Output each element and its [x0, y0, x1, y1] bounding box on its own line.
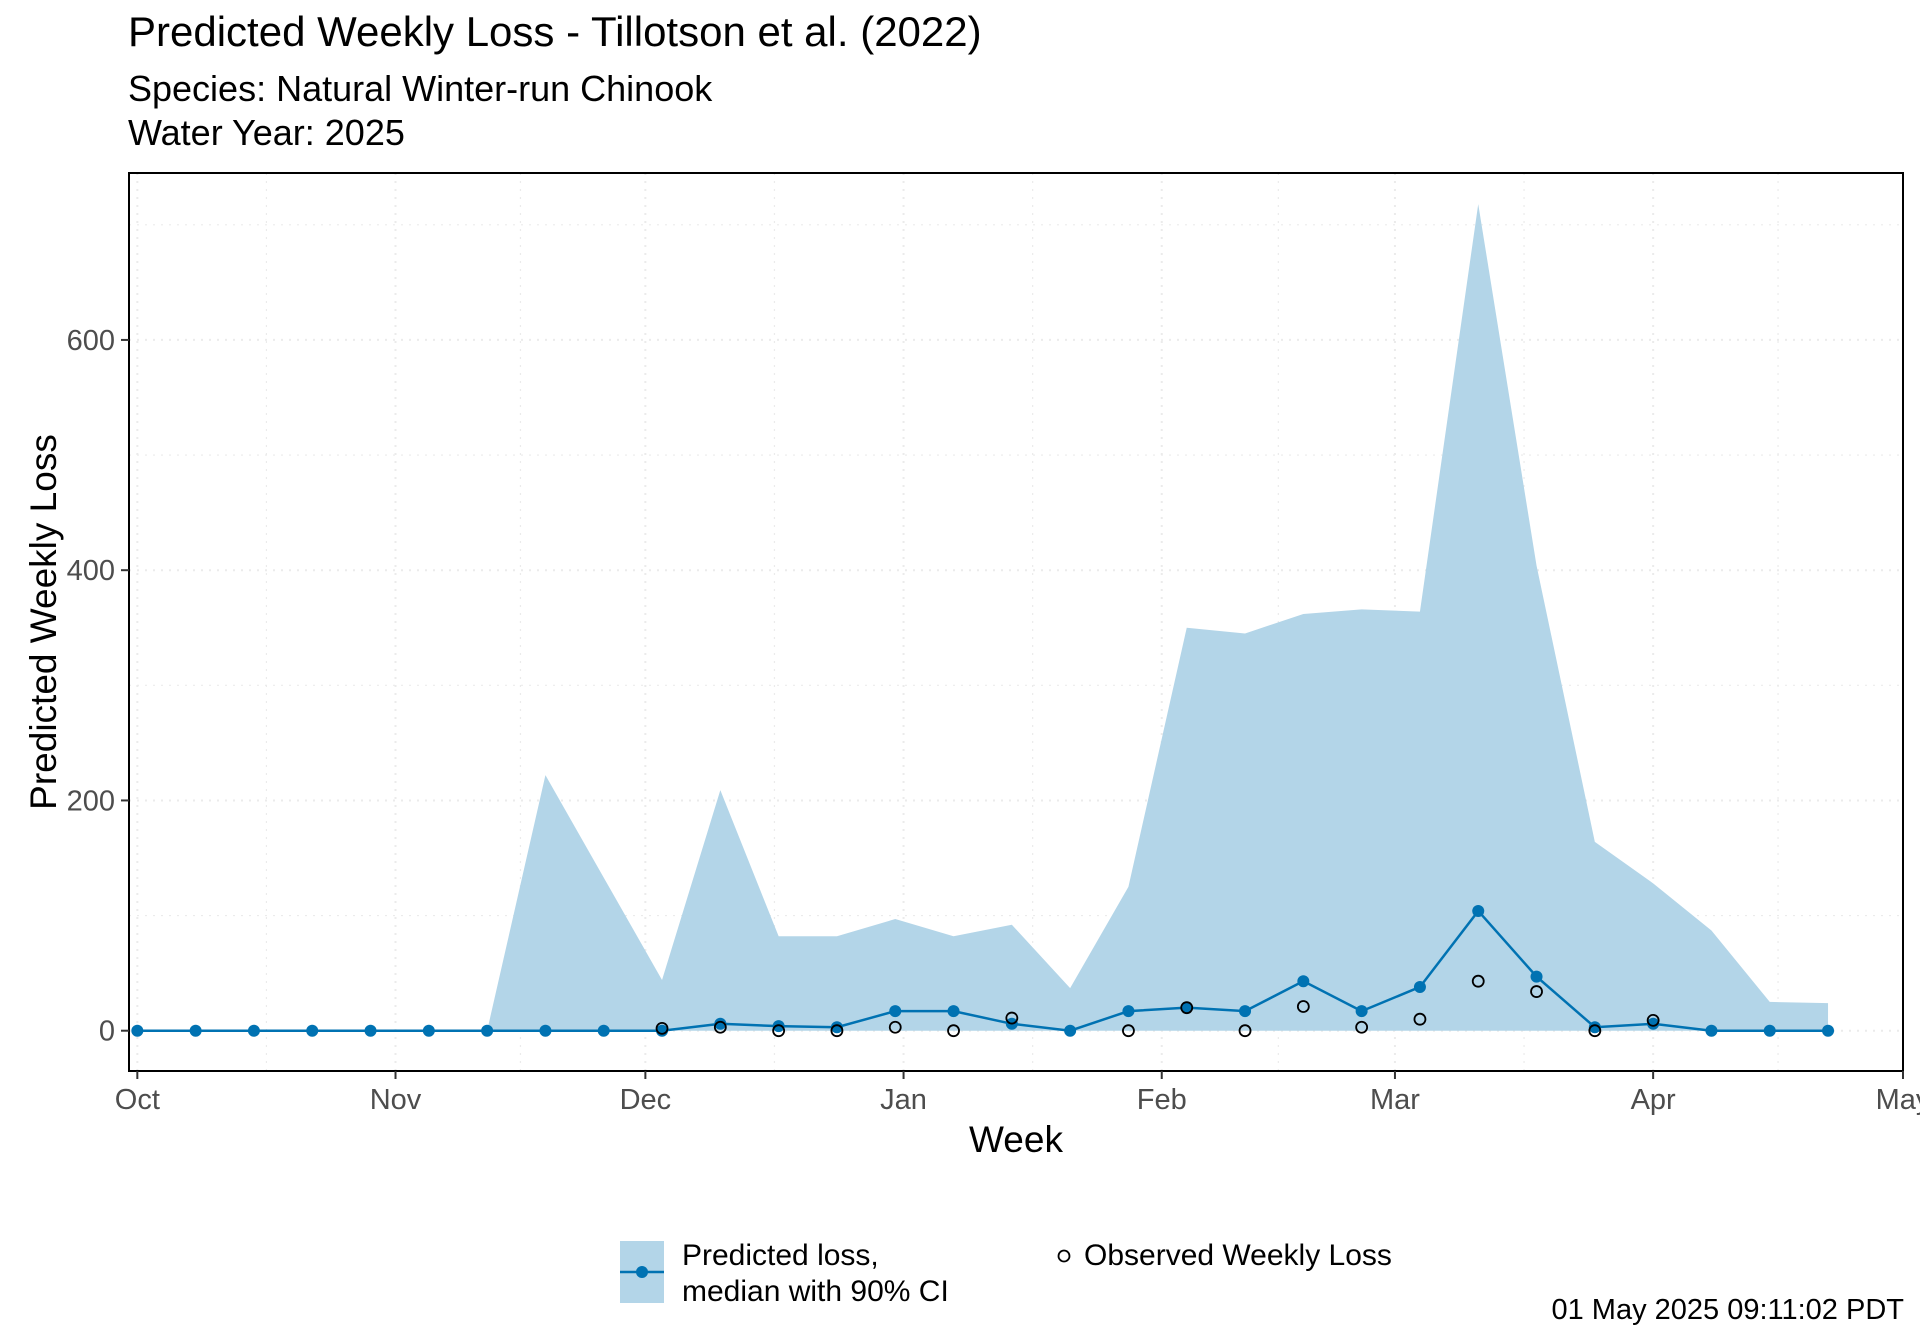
median-point: [1822, 1024, 1835, 1037]
observed-point: [713, 1020, 727, 1034]
median-point: [422, 1024, 435, 1037]
x-tick-label: Mar: [1370, 1084, 1420, 1116]
observed-point: [1238, 1024, 1252, 1038]
legend-key-observed: [1057, 1249, 1071, 1263]
observed-point: [830, 1024, 844, 1038]
median-point: [947, 1005, 960, 1018]
median-point: [1064, 1024, 1077, 1037]
chart-title: Predicted Weekly Loss - Tillotson et al.…: [128, 8, 982, 55]
observed-point: [1471, 974, 1485, 988]
x-tick-label: Oct: [115, 1084, 160, 1116]
timestamp: 01 May 2025 09:11:02 PDT: [1551, 1294, 1904, 1326]
legend-item-observed: Observed Weekly Loss: [1038, 1238, 1392, 1274]
observed-point: [1122, 1024, 1135, 1038]
legend-label-predicted: Predicted loss, median with 90% CI: [682, 1239, 949, 1308]
median-point: [539, 1024, 552, 1037]
y-axis-title: Predicted Weekly Loss: [23, 434, 64, 810]
median-point: [714, 1017, 727, 1030]
axes: Oct Nov Dec Jan Feb Mar Apr May 0 200 400 600: [67, 325, 1920, 1116]
median-point: [306, 1024, 319, 1037]
y-tick-label: 600: [67, 325, 115, 357]
x-tick-label: Dec: [620, 1084, 672, 1116]
observed-point: [1180, 1001, 1194, 1015]
y-tick-label: 400: [67, 555, 115, 587]
median-point: [1355, 1005, 1368, 1018]
median-point: [189, 1024, 202, 1037]
median-point: [1122, 1005, 1135, 1018]
legend-median-dot: [636, 1266, 648, 1278]
observed-point: [1413, 1012, 1427, 1026]
median-point: [1472, 904, 1485, 917]
x-axis-title: Week: [969, 1119, 1063, 1160]
observed-series-layer: [655, 974, 1660, 1038]
median-point: [247, 1024, 260, 1037]
x-tick-label: Apr: [1631, 1084, 1676, 1116]
x-tick-label: Feb: [1137, 1084, 1187, 1116]
median-point: [364, 1024, 377, 1037]
chart-subtitle-water-year: Water Year: 2025: [128, 112, 405, 153]
median-point: [1588, 1021, 1601, 1034]
legend-item-predicted: Predicted loss, median with 90% CI: [620, 1238, 949, 1310]
chart-subtitle-species: Species: Natural Winter-run Chinook: [128, 68, 713, 109]
x-tick-label: Jan: [880, 1084, 927, 1116]
median-series-layer: [131, 904, 1835, 1037]
observed-point: [947, 1024, 960, 1038]
median-point: [131, 1024, 144, 1037]
panel-border: [128, 172, 1904, 1072]
median-point: [1297, 975, 1310, 988]
observed-point: [1296, 1000, 1310, 1013]
observed-point: [1588, 1024, 1602, 1038]
median-point: [1180, 1001, 1193, 1014]
median-point: [1413, 980, 1426, 993]
observed-point: [1355, 1020, 1369, 1034]
legend-key-predicted: [620, 1241, 664, 1303]
observed-point: [1646, 1013, 1660, 1027]
observed-point: [1005, 1011, 1019, 1025]
median-point: [1763, 1024, 1776, 1037]
median-point: [481, 1024, 494, 1037]
observed-point: [655, 1022, 669, 1035]
median-point: [830, 1021, 843, 1034]
median-point: [597, 1024, 610, 1037]
observed-point: [772, 1024, 786, 1038]
median-line: [137, 909, 1829, 1032]
y-tick-label: 200: [67, 785, 115, 817]
observed-point: [888, 1020, 902, 1034]
ci-ribbon: [137, 204, 1829, 1031]
y-tick-label: 0: [99, 1016, 115, 1048]
observed-point: [1530, 985, 1543, 998]
ci-ribbon-layer: [137, 204, 1829, 1031]
legend-observed-marker: [1057, 1249, 1071, 1263]
median-point: [1239, 1005, 1252, 1018]
weekly-loss-chart: OctNovDecJanFebMarAprMay0200400600 Week …: [23, 172, 1920, 1160]
legend-label-observed: Observed Weekly Loss: [1084, 1239, 1392, 1272]
median-point: [1705, 1024, 1718, 1037]
x-tick-label: Nov: [370, 1084, 422, 1116]
median-point: [889, 1005, 902, 1018]
x-tick-label: May: [1876, 1084, 1920, 1116]
median-point: [1647, 1017, 1660, 1030]
median-point: [1530, 970, 1543, 983]
